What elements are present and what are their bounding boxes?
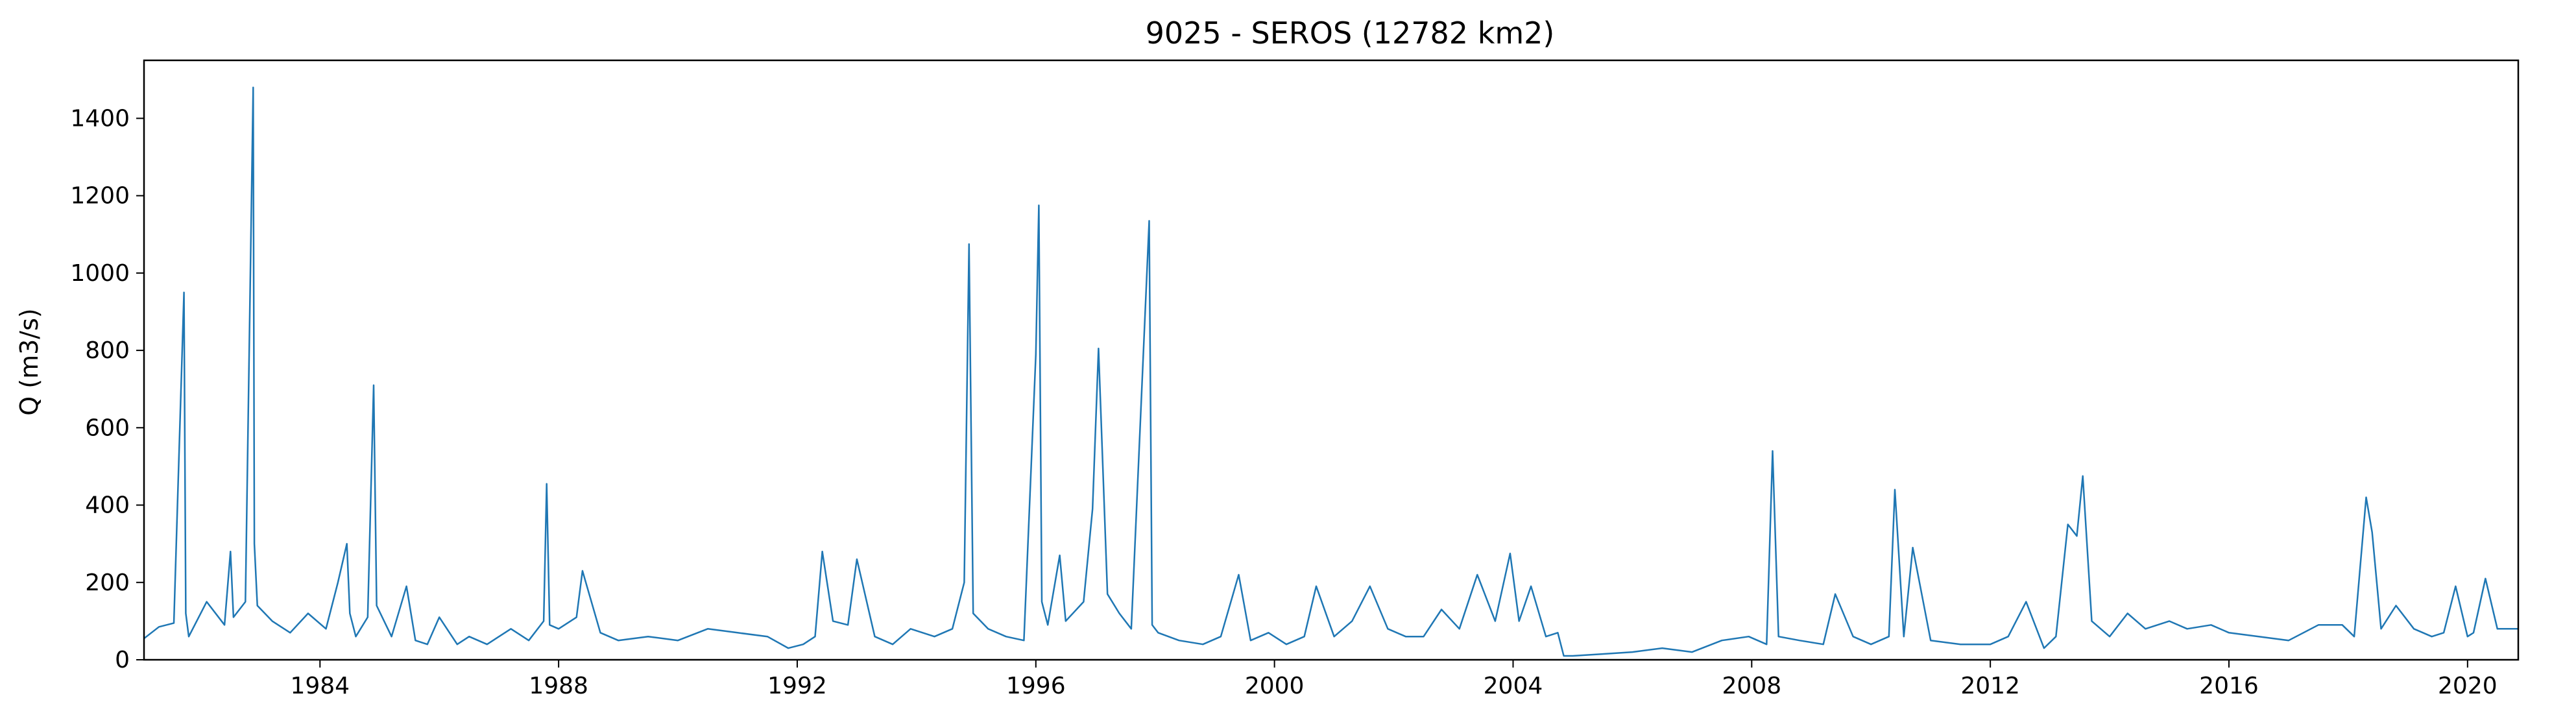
series-layer bbox=[143, 86, 2518, 657]
x-tick-label: 1996 bbox=[1006, 673, 1066, 699]
plot-frame bbox=[143, 59, 2520, 661]
chart-title: 9025 - SEROS (12782 km2) bbox=[1146, 16, 1555, 51]
x-tick-label: 1988 bbox=[529, 673, 588, 699]
x-tick-label: 1984 bbox=[290, 673, 350, 699]
x-tick-label: 1992 bbox=[767, 673, 827, 699]
y-axis-title: Q (m3/s) bbox=[15, 308, 43, 415]
y-tick-label: 1000 bbox=[70, 260, 130, 287]
x-tick-label: 2012 bbox=[1960, 673, 2020, 699]
x-tick-label: 2016 bbox=[2199, 673, 2259, 699]
y-tick-label: 800 bbox=[85, 337, 130, 364]
x-tick-label: 2008 bbox=[1722, 673, 1782, 699]
y-tick-label: 200 bbox=[85, 570, 130, 596]
x-tick-label: 2004 bbox=[1484, 673, 1543, 699]
y-tick-label: 1200 bbox=[70, 183, 130, 210]
y-tick-label: 0 bbox=[115, 647, 130, 673]
y-tick-label: 1400 bbox=[70, 105, 130, 132]
axis-ticks: 1984 1988 1992 1996 2000 2004 2008 2012 2016 2020… bbox=[70, 105, 2497, 699]
x-tick-label: 2020 bbox=[2438, 673, 2498, 699]
y-tick-label: 400 bbox=[85, 492, 130, 519]
x-tick-label: 2000 bbox=[1245, 673, 1305, 699]
discharge-series-line bbox=[143, 86, 2518, 657]
y-tick-label: 600 bbox=[85, 415, 130, 441]
